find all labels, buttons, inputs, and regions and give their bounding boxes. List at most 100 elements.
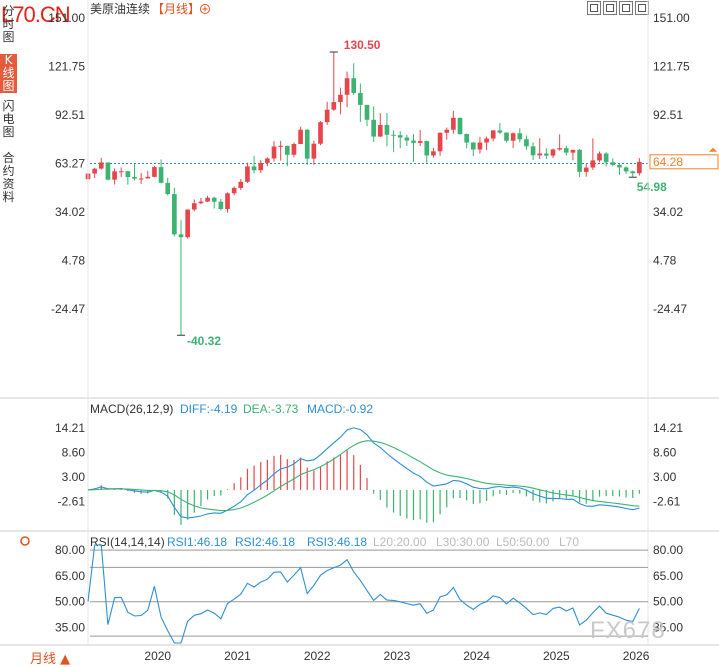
fit-icon[interactable] <box>619 1 633 15</box>
candle-body <box>284 145 290 155</box>
gear-icon <box>20 536 30 546</box>
candle-body <box>271 146 277 159</box>
x-tick: 2023 <box>384 649 411 663</box>
rsi-y-tick-right: 35.00 <box>653 621 683 635</box>
site-logo: L70.CN <box>1 2 71 27</box>
y-tick-left: -24.47 <box>51 302 85 316</box>
y-tick-right: 151.00 <box>653 11 690 25</box>
rsi-y-tick-left: 80.00 <box>55 543 85 557</box>
candle-body <box>265 158 270 163</box>
y-tick-right: 121.75 <box>653 60 690 74</box>
candle-body <box>464 134 469 143</box>
candle-body <box>563 148 569 153</box>
candle-body <box>112 171 117 180</box>
candle-body <box>583 167 589 172</box>
rsi-y-tick-right: 65.00 <box>653 569 683 583</box>
macd-title: MACD(26,12,9) <box>90 402 173 416</box>
x-tick: 2021 <box>224 649 251 663</box>
candle-body <box>118 171 124 173</box>
candle-body <box>417 141 423 143</box>
candle-body <box>510 133 516 141</box>
fx-logo: FX678 <box>590 617 666 644</box>
x-tick: 2025 <box>543 649 570 663</box>
instrument-name: 美原油连续 <box>90 1 150 16</box>
rsi-legend-l50: L50:50.00 <box>496 535 550 549</box>
candle-body <box>238 181 244 188</box>
tab-3[interactable]: 合约资料 <box>2 151 15 204</box>
tab-0[interactable]: 分时图 <box>2 4 15 44</box>
shrink-icon[interactable] <box>603 1 617 15</box>
candle-body <box>338 94 343 103</box>
candle-body <box>424 141 430 156</box>
y-tick-left: 4.78 <box>62 253 86 267</box>
triangle-up-icon: ▲ <box>60 652 71 667</box>
x-tick: 2024 <box>463 649 490 663</box>
candle-body <box>331 102 337 110</box>
candle-body <box>517 133 523 140</box>
candle-body <box>358 92 363 105</box>
candle-body <box>251 166 257 171</box>
y-tick-left: 34.02 <box>55 205 85 219</box>
rsi-legend-l20: L20:20.00 <box>373 535 427 549</box>
macd-y-tick-right: 3.00 <box>653 470 677 484</box>
candle-body <box>457 117 463 135</box>
candle-body <box>544 153 549 156</box>
candle-body <box>231 187 237 194</box>
candle-body <box>205 197 210 202</box>
plus-circle-icon <box>200 4 210 14</box>
candle-body <box>411 140 416 143</box>
high-label: 130.50 <box>344 38 381 52</box>
candle-body <box>504 132 509 141</box>
rsi-legend-rsi2: RSI2:46.18 <box>235 535 295 549</box>
candle-body <box>597 153 602 161</box>
candle-body <box>577 149 582 172</box>
y-tick-left: 121.75 <box>48 60 85 74</box>
y-tick-right: -24.47 <box>653 302 687 316</box>
rsi-y-tick-left: 50.00 <box>55 595 85 609</box>
x-tick: 2022 <box>304 649 331 663</box>
candle-body <box>258 162 264 171</box>
candle-body <box>497 130 503 133</box>
candle-body <box>311 143 317 159</box>
macd-y-tick-left: 8.60 <box>62 445 86 459</box>
period-label: 月线 <box>30 652 57 667</box>
dea-line <box>87 440 640 512</box>
candle-body <box>364 104 370 120</box>
candle-body <box>165 182 171 195</box>
macd-legend-diff: DIFF:-4.19 <box>180 402 238 416</box>
rsi-y-tick-right: 80.00 <box>653 543 683 557</box>
candle-body <box>637 161 642 174</box>
candle-body <box>550 149 556 156</box>
macd-y-tick-left: 14.21 <box>55 421 85 435</box>
rsi-y-tick-left: 65.00 <box>55 569 85 583</box>
macd-y-tick-left: 3.00 <box>62 470 86 484</box>
candle-body <box>278 145 283 147</box>
triangle-up-icon <box>709 147 717 152</box>
period-button[interactable]: 月线 ▲ <box>30 648 70 667</box>
tab-2[interactable]: 闪电图 <box>2 99 15 139</box>
candle-body <box>484 138 489 143</box>
candle-body <box>178 234 184 238</box>
candle-body <box>344 78 350 95</box>
candle-body <box>351 78 357 93</box>
candle-body <box>451 117 456 130</box>
candle-body <box>198 201 204 204</box>
candle-body <box>291 144 297 155</box>
rsi-legend-l30: L30:30.00 <box>436 535 490 549</box>
last-price-label: 64.28 <box>653 155 683 169</box>
candle-body <box>537 153 543 156</box>
candle-body <box>524 139 529 147</box>
y-tick-right: 92.51 <box>653 108 683 122</box>
macd-y-tick-right: 8.60 <box>653 445 677 459</box>
candle-body <box>377 124 383 137</box>
macd-y-tick-right: 14.21 <box>653 421 683 435</box>
candle-body <box>172 194 177 235</box>
expand-icon[interactable] <box>587 1 601 15</box>
candle-body <box>185 209 190 238</box>
plus-circle-icon <box>202 6 208 12</box>
y-tick-right: 4.78 <box>653 253 677 267</box>
candle-body <box>92 168 97 174</box>
last-low-label: 54.98 <box>637 180 667 194</box>
